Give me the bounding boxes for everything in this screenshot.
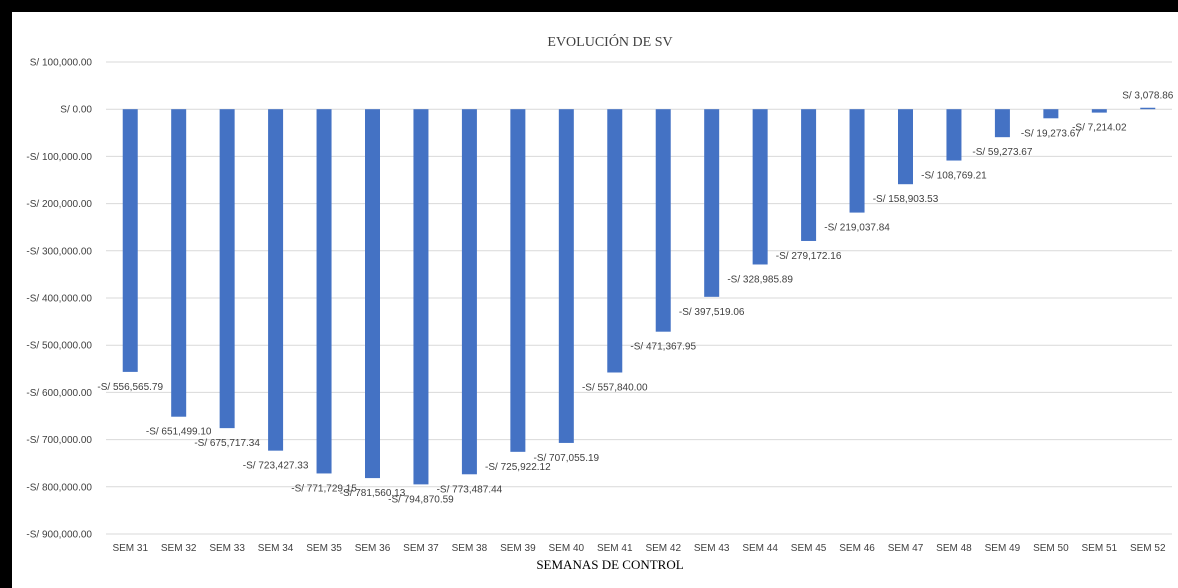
data-label: -S/ 651,499.10 (146, 427, 212, 438)
x-tick-label: SEM 43 (694, 543, 730, 554)
x-tick-label: SEM 41 (597, 543, 633, 554)
data-label: -S/ 471,367.95 (630, 342, 696, 353)
data-labels: -S/ 556,565.79 -S/ 651,499.10-S/ 675,717.… (97, 91, 1173, 506)
bar (946, 109, 962, 161)
data-label: -S/ 7,214.02 (1072, 123, 1127, 134)
chart-frame: EVOLUCIÓN DE SV S/ 100,000.00 S/ 0.00 -S/ … (12, 12, 1178, 588)
bar (898, 109, 913, 185)
bar (704, 109, 720, 297)
data-label: -S/ 397,519.06 (679, 307, 745, 318)
data-label: -S/ 773,487.44 (437, 484, 503, 495)
data-label: -S/ 557,840.00 (582, 383, 648, 394)
data-label: -S/ 675,717.34 (194, 438, 260, 449)
x-tick-label: SEM 44 (742, 543, 778, 554)
y-tick-label: -S/ 500,000.00 (26, 341, 92, 352)
y-tick-label: -S/ 800,000.00 (26, 482, 92, 493)
bar (558, 109, 574, 443)
data-label: -S/ 108,769.21 (921, 171, 987, 182)
x-tick-label: SEM 31 (112, 543, 148, 554)
x-tick-label: SEM 40 (549, 543, 585, 554)
y-tick-label: S/ 100,000.00 (30, 58, 93, 69)
y-tick-label: -S/ 400,000.00 (26, 294, 92, 305)
data-label: -S/ 725,922.12 (485, 462, 551, 473)
data-label: -S/ 707,055.19 (534, 453, 600, 464)
bar (413, 109, 429, 485)
x-tick-label: SEM 32 (161, 543, 197, 554)
bar (1091, 109, 1107, 113)
bar (365, 109, 380, 479)
bar (994, 109, 1010, 138)
x-tick-label: SEM 33 (209, 543, 245, 554)
x-axis-tick-labels: SEM 31 SEM 32 SEM 33 SEM 34 SEM 35 SEM 36 SEM … (112, 543, 1166, 554)
x-tick-label: SEM 51 (1082, 543, 1118, 554)
data-label: -S/ 219,037.84 (824, 223, 890, 234)
bar (849, 109, 865, 213)
x-tick-label: SEM 52 (1130, 543, 1166, 554)
y-tick-label: -S/ 600,000.00 (26, 388, 92, 399)
bar (752, 109, 768, 265)
x-tick-label: SEM 48 (936, 543, 972, 554)
x-tick-label: SEM 45 (791, 543, 827, 554)
y-tick-label: -S/ 900,000.00 (26, 530, 92, 541)
x-tick-label: SEM 36 (355, 543, 391, 554)
y-tick-label: -S/ 100,000.00 (26, 152, 92, 163)
x-tick-label: SEM 47 (888, 543, 924, 554)
data-label: -S/ 59,273.67 (972, 147, 1032, 158)
x-tick-label: SEM 50 (1033, 543, 1069, 554)
bar (316, 109, 332, 474)
chart-title: EVOLUCIÓN DE SV (547, 33, 672, 50)
sv-evolution-chart: EVOLUCIÓN DE SV S/ 100,000.00 S/ 0.00 -S/ … (26, 33, 1173, 572)
data-label: -S/ 723,427.33 (243, 461, 309, 472)
bar (1140, 107, 1156, 110)
bar (461, 109, 477, 475)
x-tick-label: SEM 34 (258, 543, 294, 554)
bar (219, 109, 235, 429)
y-tick-label: -S/ 700,000.00 (26, 435, 92, 446)
grid-lines (106, 61, 1172, 535)
x-tick-label: SEM 35 (306, 543, 342, 554)
bar (607, 109, 623, 373)
x-tick-label: SEM 42 (645, 543, 681, 554)
data-label: -S/ 794,870.59 (388, 494, 454, 505)
bar (1043, 109, 1059, 119)
x-tick-label: SEM 46 (839, 543, 875, 554)
data-label: -S/ 158,903.53 (873, 194, 939, 205)
bar-series (122, 107, 1156, 485)
bar (171, 109, 187, 417)
bar (510, 109, 526, 452)
y-tick-label: -S/ 200,000.00 (26, 199, 92, 210)
data-label: -S/ 781,560.13 (340, 488, 406, 499)
bar (801, 109, 817, 241)
bar (655, 109, 671, 332)
x-tick-label: SEM 38 (452, 543, 488, 554)
bar (122, 109, 138, 372)
bar (268, 109, 284, 451)
data-label: -S/ 771,729.15 (291, 483, 357, 494)
data-label: -S/ 19,273.67 (1021, 128, 1081, 139)
y-tick-label: S/ 0.00 (60, 105, 92, 116)
data-label: -S/ 279,172.16 (776, 251, 842, 262)
data-label: -S/ 556,565.79 (97, 382, 163, 393)
data-label: S/ 3,078.86 (1122, 91, 1174, 102)
x-axis-title: SEMANAS DE CONTROL (536, 557, 683, 572)
x-tick-label: SEM 37 (403, 543, 439, 554)
y-tick-label: -S/ 300,000.00 (26, 246, 92, 257)
y-axis-tick-labels: S/ 100,000.00 S/ 0.00 -S/ 100,000.00 -S/ 20… (26, 58, 92, 541)
data-label: -S/ 328,985.89 (727, 274, 793, 285)
x-tick-label: SEM 49 (985, 543, 1021, 554)
x-tick-label: SEM 39 (500, 543, 536, 554)
